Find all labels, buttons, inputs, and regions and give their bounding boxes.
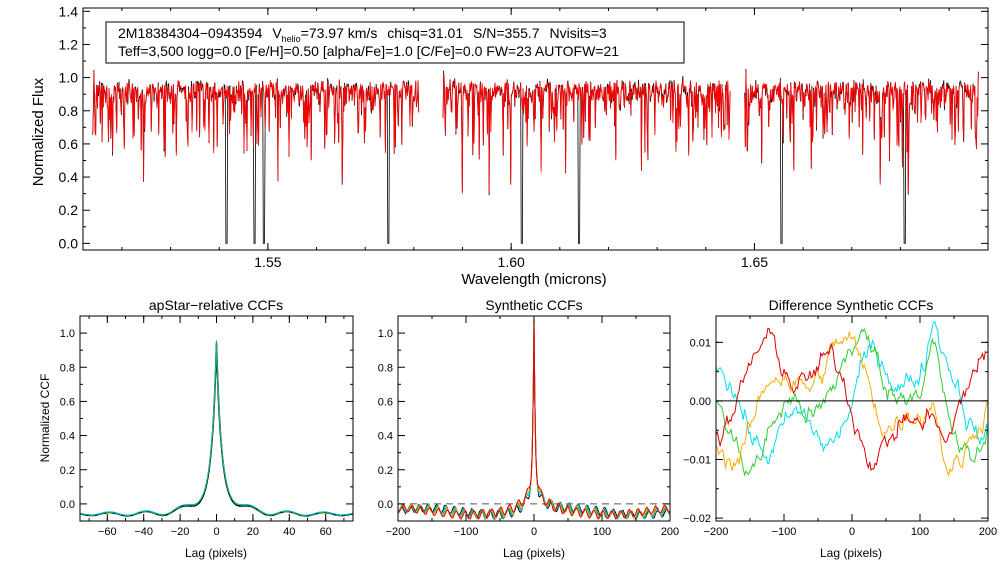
- panel2-xtick-label: 100: [593, 526, 611, 538]
- panel1-ytick-label: 0.2: [60, 465, 75, 477]
- panel2-ytick-label: 0.6: [378, 396, 393, 408]
- apstar-ccf-line-2: [79, 340, 354, 516]
- spectrum-model-chip1: [92, 71, 420, 184]
- panel1-ytick-label: 0.8: [60, 362, 75, 374]
- panel3-ytick-label: 0.01: [690, 337, 711, 349]
- panel2-ytick-label: 1.0: [378, 328, 393, 340]
- vhelio-prefix: V: [272, 25, 282, 41]
- panel2-xtick-label: 0: [531, 526, 537, 538]
- spectrum-ytick-label: 0.2: [59, 202, 79, 218]
- panel2-xtick-label: −100: [454, 526, 479, 538]
- panel3-xtick-label: 100: [911, 526, 929, 538]
- panel1-xtick-label: 0: [213, 526, 219, 538]
- panel1-xlabel: Lag (pixels): [185, 546, 247, 560]
- panel2-ytick-label: 0.0: [378, 499, 393, 511]
- spectrum-xtick-label: 1.55: [254, 254, 281, 270]
- panel1-ylabel: Normalized CCF: [38, 374, 52, 463]
- panel3-title: Difference Synthetic CCFs: [769, 297, 934, 313]
- panel2-ytick-label: 0.2: [378, 465, 393, 477]
- vhelio-sub: helio: [282, 34, 301, 44]
- apstar-ccf-line-3: [79, 340, 354, 517]
- spectrum-observed-chip2: [442, 70, 731, 244]
- panel1-title: apStar−relative CCFs: [149, 297, 283, 313]
- spectrum-ytick-label: 1.2: [59, 36, 79, 52]
- panel1-ytick-label: 0.6: [60, 396, 75, 408]
- panel3-xlabel: Lag (pixels): [820, 546, 882, 560]
- synthetic-ccf-line-5: [397, 319, 671, 520]
- info-box: [105, 21, 685, 64]
- panel1-ytick-label: 0.4: [60, 431, 75, 443]
- spectrum-frame: [82, 7, 989, 251]
- panel3-xtick-label: −100: [772, 526, 797, 538]
- spectrum-model-chip3: [744, 71, 979, 194]
- spectrum-xtick-label: 1.65: [741, 254, 768, 270]
- object-id: 2M18384304−0943594: [118, 25, 263, 41]
- spectrum-ylabel: Normalized Flux: [30, 77, 47, 186]
- apstar-ccf-line-1: [79, 342, 354, 517]
- panel3-ytick-label: −0.02: [683, 513, 711, 525]
- nvisits-value: Nvisits=3: [549, 25, 606, 41]
- panel2-xtick-label: 200: [661, 526, 679, 538]
- panel2-title: Synthetic CCFs: [485, 297, 582, 313]
- panel1-xtick-label: −20: [171, 526, 190, 538]
- panel3-ytick-label: 0.00: [690, 396, 711, 408]
- vhelio-value: =73.97 km/s: [301, 25, 378, 41]
- panel2-xtick-label: −200: [386, 526, 411, 538]
- panel1-xtick-label: 20: [247, 526, 259, 538]
- difference-ccf-line-3: [715, 331, 989, 478]
- spectrum-ytick-label: 0.6: [59, 136, 79, 152]
- spectrum-xtick-label: 1.60: [498, 254, 525, 270]
- sn-value: S/N=355.7: [473, 25, 540, 41]
- difference-ccf-line-1: [715, 321, 989, 465]
- panel2-ytick-label: 0.8: [378, 362, 393, 374]
- panel1-xtick-label: −60: [98, 526, 117, 538]
- spectrum-ytick-label: 1.0: [59, 70, 79, 86]
- data-layer: [79, 68, 989, 521]
- panel1-xtick-label: 60: [320, 526, 332, 538]
- panel1-xtick-label: 40: [283, 526, 295, 538]
- spectrum-ytick-label: 0.4: [59, 169, 79, 185]
- panel3-xtick-label: −200: [704, 526, 729, 538]
- spectrum-model-chip2: [442, 73, 731, 194]
- spectrum-ytick-label: 0.8: [59, 103, 79, 119]
- spectrum-xlabel: Wavelength (microns): [461, 271, 606, 288]
- info-line-1: 2M18384304−0943594 Vhelio=73.97 km/s chi…: [118, 25, 607, 44]
- spectrum-ytick-label: 1.4: [59, 3, 79, 19]
- panel1-xtick-label: −40: [134, 526, 153, 538]
- panel3-xtick-label: 0: [849, 526, 855, 538]
- difference-ccf-line-4: [715, 327, 989, 472]
- panel3-xtick-label: 200: [979, 526, 997, 538]
- panel1-ytick-label: 1.0: [60, 328, 75, 340]
- panel3-ytick-label: −0.01: [683, 455, 711, 467]
- panel1-ytick-label: 0.0: [60, 499, 75, 511]
- stellar-params: Teff=3,500 logg=0.0 [Fe/H]=0.50 [alpha/F…: [118, 43, 619, 59]
- spectrum-ytick-label: 0.0: [59, 235, 79, 251]
- difference-ccf-line-2: [715, 327, 989, 477]
- panel2-xlabel: Lag (pixels): [503, 546, 565, 560]
- chisq-value: chisq=31.01: [387, 25, 463, 41]
- panel2-ytick-label: 0.4: [378, 431, 393, 443]
- axes-layer: 1.55 1.60 1.65 0.0 0.2 0.4 0.6 0.8 1.0 1.2 1.4 −60 −…: [59, 3, 998, 538]
